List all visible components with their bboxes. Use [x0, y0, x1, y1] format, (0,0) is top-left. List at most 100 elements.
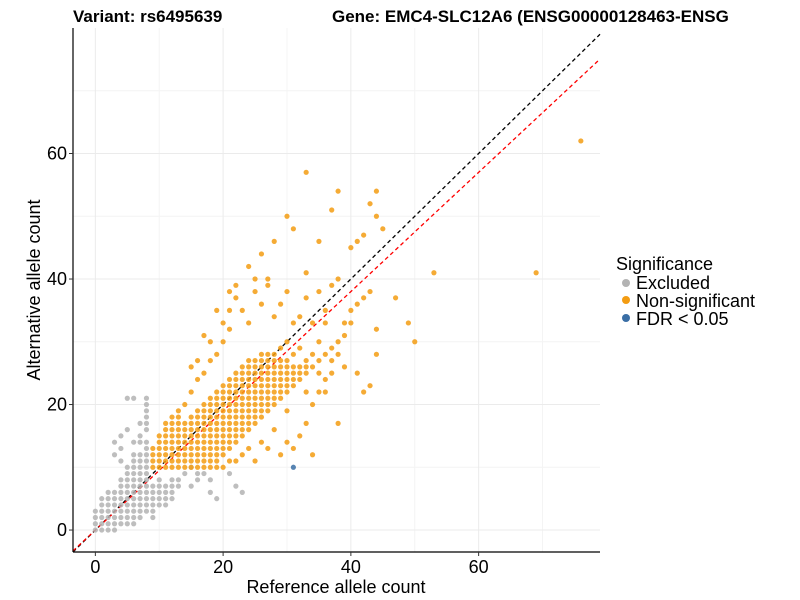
- y-tick-label: 60: [47, 144, 67, 164]
- point-non-significant: [220, 427, 226, 433]
- point-excluded: [131, 508, 137, 514]
- point-excluded: [169, 483, 175, 489]
- point-excluded: [105, 496, 111, 502]
- point-non-significant: [220, 445, 226, 452]
- point-non-significant: [265, 276, 271, 282]
- point-excluded: [124, 427, 130, 433]
- point-non-significant: [233, 458, 239, 464]
- point-excluded: [163, 502, 169, 508]
- point-excluded: [131, 496, 137, 502]
- point-non-significant: [297, 364, 303, 370]
- point-excluded: [118, 521, 124, 527]
- point-excluded: [214, 496, 220, 502]
- point-non-significant: [265, 370, 271, 376]
- point-non-significant: [290, 226, 296, 232]
- point-non-significant: [252, 288, 258, 295]
- point-excluded: [143, 445, 150, 452]
- point-non-significant: [335, 339, 341, 345]
- point-non-significant: [233, 414, 239, 420]
- point-non-significant: [246, 420, 252, 426]
- legend-label-excluded: Excluded: [636, 273, 710, 293]
- point-non-significant: [252, 420, 258, 426]
- point-non-significant: [207, 408, 213, 414]
- point-excluded: [105, 508, 111, 514]
- point-non-significant: [246, 401, 252, 408]
- point-non-significant: [297, 345, 303, 351]
- point-non-significant: [188, 414, 194, 420]
- point-excluded: [163, 496, 169, 502]
- point-non-significant: [322, 351, 328, 357]
- point-non-significant: [246, 389, 252, 395]
- point-excluded: [131, 439, 137, 445]
- point-non-significant: [533, 270, 539, 276]
- point-non-significant: [290, 370, 296, 376]
- point-non-significant: [226, 326, 233, 332]
- point-excluded: [143, 414, 150, 420]
- point-non-significant: [290, 445, 296, 452]
- point-non-significant: [182, 464, 188, 470]
- point-non-significant: [303, 357, 309, 364]
- point-excluded: [99, 502, 105, 508]
- point-non-significant: [290, 364, 296, 370]
- point-non-significant: [290, 383, 296, 389]
- point-non-significant: [265, 401, 271, 408]
- point-non-significant: [194, 357, 201, 364]
- point-non-significant: [226, 433, 233, 439]
- point-non-significant: [150, 445, 156, 452]
- point-excluded: [124, 508, 130, 514]
- y-tick-label: 40: [47, 269, 67, 289]
- point-excluded: [131, 458, 137, 464]
- point-non-significant: [252, 370, 258, 376]
- point-non-significant: [194, 458, 201, 464]
- point-non-significant: [207, 433, 213, 439]
- point-excluded: [105, 527, 111, 533]
- point-non-significant: [246, 370, 252, 376]
- data-points: [92, 138, 584, 533]
- point-non-significant: [175, 439, 181, 445]
- point-non-significant: [214, 389, 220, 395]
- point-excluded: [137, 464, 143, 470]
- point-excluded: [99, 508, 105, 514]
- point-non-significant: [354, 301, 360, 307]
- point-non-significant: [214, 414, 220, 420]
- x-tick-label: 60: [469, 557, 489, 577]
- point-excluded: [111, 489, 118, 495]
- point-non-significant: [194, 427, 201, 433]
- point-non-significant: [182, 458, 188, 464]
- point-non-significant: [278, 383, 284, 389]
- point-non-significant: [303, 370, 309, 376]
- point-non-significant: [233, 282, 239, 288]
- point-non-significant: [284, 408, 290, 414]
- point-non-significant: [258, 439, 265, 445]
- point-non-significant: [303, 169, 309, 175]
- point-non-significant: [258, 389, 265, 395]
- point-non-significant: [271, 314, 277, 320]
- point-non-significant: [309, 351, 316, 357]
- point-excluded: [111, 527, 118, 533]
- point-non-significant: [207, 439, 213, 445]
- point-non-significant: [316, 389, 322, 395]
- point-non-significant: [361, 232, 367, 238]
- point-excluded: [143, 427, 150, 433]
- point-excluded: [124, 464, 130, 470]
- point-excluded: [111, 439, 118, 445]
- point-excluded: [105, 502, 111, 508]
- point-non-significant: [252, 395, 258, 401]
- point-excluded: [111, 508, 118, 514]
- point-excluded: [105, 521, 111, 527]
- point-non-significant: [207, 458, 213, 464]
- point-excluded: [118, 508, 124, 514]
- point-excluded: [143, 439, 150, 445]
- point-non-significant: [265, 376, 271, 383]
- point-excluded: [137, 489, 143, 495]
- point-non-significant: [373, 188, 380, 194]
- point-non-significant: [214, 439, 220, 445]
- point-non-significant: [175, 408, 181, 414]
- point-excluded: [131, 514, 137, 521]
- point-non-significant: [182, 427, 188, 433]
- point-fdr-0-05: [290, 464, 296, 470]
- point-excluded: [124, 496, 130, 502]
- point-non-significant: [258, 383, 265, 389]
- point-non-significant: [194, 464, 201, 470]
- point-non-significant: [226, 414, 233, 420]
